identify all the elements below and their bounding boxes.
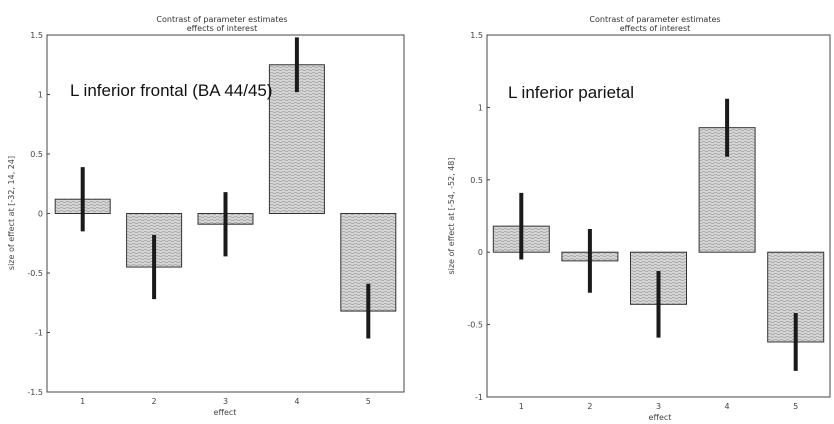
- chart-2-y-ticks: 1.5 1 0.5 0 -0.5 -1: [467, 31, 490, 402]
- chart-2-title: Contrast of parameter estimates: [589, 15, 720, 24]
- chart-2-x-axis-label: effect: [649, 413, 672, 422]
- chart-2-y-axis-label: size of effect at [-54, -52, 48]: [447, 157, 456, 274]
- chart-1-region-annotation: L inferior frontal (BA 44/45): [70, 81, 273, 100]
- chart-1-x-axis-label: effect: [214, 408, 237, 417]
- x-tick-label: 4: [294, 397, 299, 406]
- y-tick-label: 1.5: [30, 31, 43, 40]
- y-tick-label: -0.5: [27, 269, 43, 278]
- y-tick-label: 0: [38, 210, 43, 219]
- chart-1-title: Contrast of parameter estimates: [156, 15, 287, 24]
- chart-2-plot-frame: [486, 34, 831, 398]
- chart-2-region-annotation: L inferior parietal: [508, 83, 634, 102]
- chart-1-y-axis-label: size of effect at [-32, 14, 24]: [7, 156, 16, 270]
- y-tick-label: -1.5: [27, 388, 43, 397]
- y-tick-label: -1: [475, 393, 483, 402]
- x-tick-label: 3: [656, 402, 661, 411]
- x-tick-label: 5: [366, 397, 371, 406]
- x-tick-label: 4: [725, 402, 730, 411]
- y-tick-label: -1: [35, 329, 43, 338]
- chart-1-y-ticks: 1.5 1 0.5 0 -0.5 -1 -1.5: [27, 31, 50, 397]
- x-tick-label: 1: [519, 402, 524, 411]
- chart-1-subtitle: effects of interest: [187, 24, 258, 33]
- chart-1-bars: [54, 64, 397, 312]
- y-tick-label: 1: [478, 103, 483, 112]
- chart-2-x-ticks: 1 2 3 4 5: [519, 402, 798, 411]
- y-tick-label: 1: [38, 91, 43, 100]
- chart-2-error-bars: [519, 98, 798, 371]
- y-tick-label: 1.5: [470, 31, 483, 40]
- x-tick-label: 1: [80, 397, 85, 406]
- x-tick-label: 2: [152, 397, 157, 406]
- y-tick-label: 0.5: [470, 176, 483, 185]
- chart-1-error-bars: [80, 37, 371, 339]
- chart-1-x-ticks: 1 2 3 4 5: [80, 397, 371, 406]
- x-tick-label: 3: [223, 397, 228, 406]
- x-tick-label: 2: [587, 402, 592, 411]
- chart-2: Contrast of parameter estimates effects …: [447, 15, 831, 422]
- y-tick-label: -0.5: [467, 321, 483, 330]
- chart-2-subtitle: effects of interest: [620, 24, 691, 33]
- chart-1: Contrast of parameter estimates effects …: [7, 15, 405, 417]
- x-tick-label: 5: [793, 402, 798, 411]
- y-tick-label: 0.5: [30, 150, 43, 159]
- chart-2-bars: [492, 127, 825, 343]
- y-tick-label: 0: [478, 248, 483, 257]
